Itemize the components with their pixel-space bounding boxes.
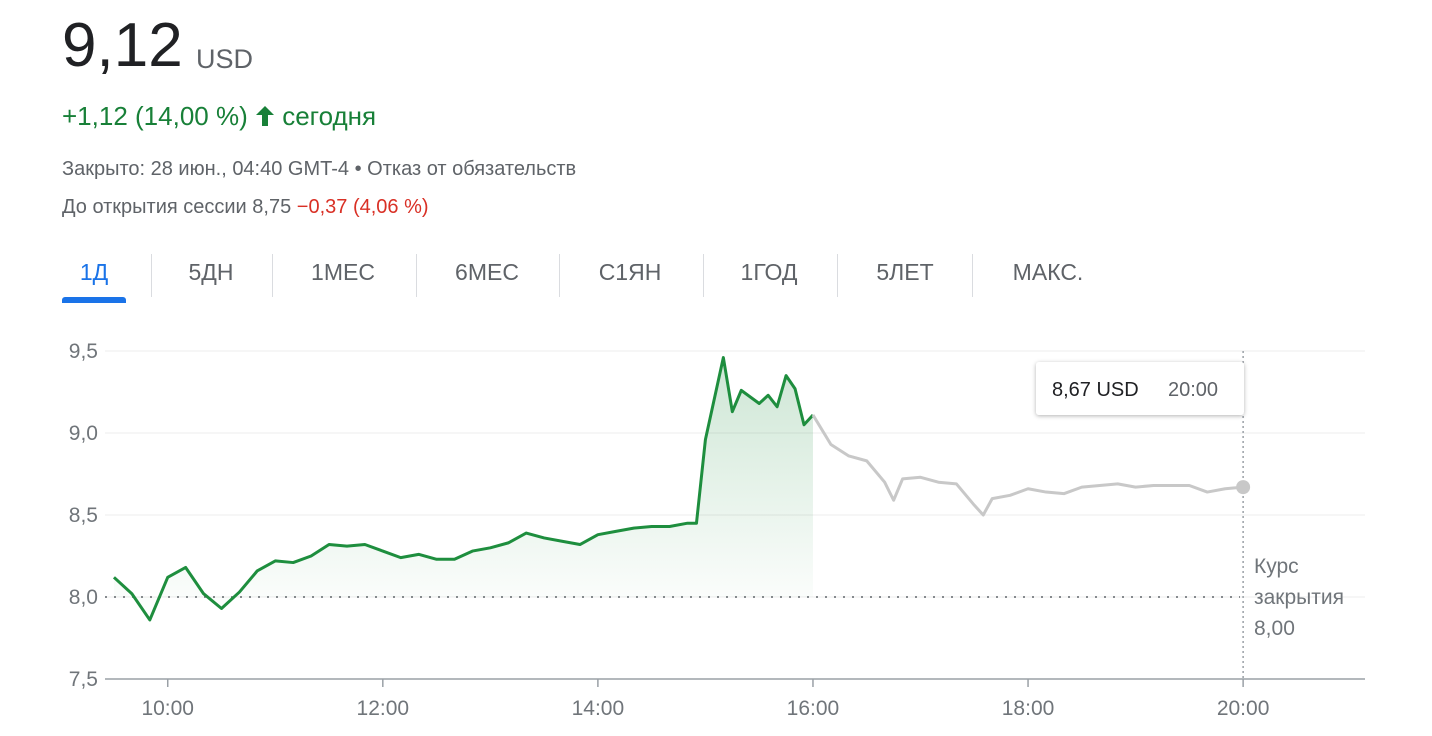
tab-separator: [272, 254, 273, 297]
change-value: +1,12 (14,00 %): [62, 101, 248, 131]
end-point: [1236, 480, 1251, 495]
premarket-line: До открытия сессии 8,75 −0,37 (4,06 %): [62, 196, 429, 219]
tab-separator: [151, 254, 152, 297]
y-tick-label: 8,5: [69, 504, 98, 527]
tooltip-price: 8,67 USD: [1052, 379, 1139, 401]
premarket-label: До открытия сессии 8,75: [62, 196, 292, 218]
y-tick-label: 8,0: [69, 586, 98, 609]
range-tab[interactable]: 6МЕС: [455, 259, 519, 285]
premarket-change: −0,37 (4,06 %): [296, 196, 429, 218]
reference-text: Курс закрытия: [1254, 555, 1344, 609]
y-tick-label: 7,5: [69, 668, 98, 691]
tab-separator: [559, 254, 560, 297]
price-line: [811, 414, 1244, 517]
price-line: [112, 356, 815, 622]
x-tick-label: 12:00: [357, 697, 410, 720]
range-tab[interactable]: С1ЯН: [598, 259, 662, 285]
reference-label: Курс закрытия 8,00: [1254, 551, 1369, 644]
y-tick-label: 9,5: [69, 340, 98, 363]
y-tick-label: 9,0: [69, 422, 98, 445]
x-tick-label: 18:00: [1002, 697, 1055, 720]
x-tick-label: 14:00: [572, 697, 625, 720]
tab-separator: [837, 254, 838, 297]
reference-value: 8,00: [1254, 617, 1295, 640]
range-tab[interactable]: 1Д: [79, 259, 109, 285]
currency: USD: [196, 44, 254, 74]
tooltip-box: [1036, 362, 1244, 415]
status: Закрыто: 28 июн., 04:40 GMT-4: [62, 158, 350, 180]
area-fill: [113, 357, 813, 620]
range-tab[interactable]: 1ГОД: [740, 259, 798, 285]
tab-separator: [972, 254, 973, 297]
tab-separator: [416, 254, 417, 297]
range-tab[interactable]: 1МЕС: [311, 259, 375, 285]
x-tick-label: 20:00: [1217, 697, 1270, 720]
x-tick-label: 16:00: [787, 697, 840, 720]
tooltip: 8,67 USD 20:00: [1036, 362, 1244, 415]
tooltip-time: 20:00: [1168, 379, 1218, 401]
tab-indicator: [62, 297, 126, 303]
status-line: Закрыто: 28 июн., 04:40 GMT-4 • Отказ от…: [62, 158, 577, 180]
price: 9,12: [62, 11, 183, 80]
change: +1,12 (14,00 %) сегодня: [62, 101, 376, 132]
range-tab[interactable]: МАКС.: [1012, 259, 1084, 285]
range-tab[interactable]: 5ДН: [188, 259, 234, 285]
range-tab[interactable]: 5ЛЕТ: [876, 259, 934, 285]
up-arrow: [255, 106, 274, 126]
x-tick-label: 10:00: [141, 697, 194, 720]
tab-separator: [703, 254, 704, 297]
disclaimer-link[interactable]: Отказ от обязательств: [367, 158, 577, 180]
period: сегодня: [282, 101, 377, 131]
